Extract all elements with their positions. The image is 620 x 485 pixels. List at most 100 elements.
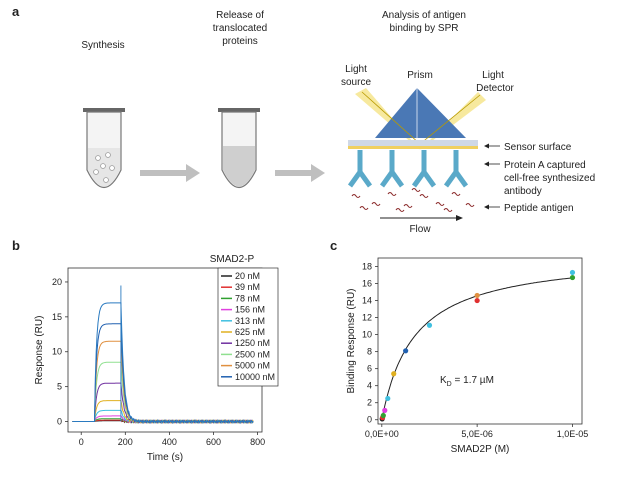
legend-entry: 625 nM	[235, 327, 265, 337]
legend-entry: 313 nM	[235, 316, 265, 326]
data-point	[474, 292, 480, 299]
y-tick-label: 18	[362, 262, 372, 272]
analysis-label-1: Analysis of antigen	[382, 10, 466, 21]
y-tick-label: 10	[362, 330, 372, 340]
peptide-icon	[451, 191, 461, 197]
data-point	[382, 407, 388, 413]
panel-a-letter: a	[12, 4, 20, 19]
binding-curve-chart: 0,0E+00 5,0E-06 1,0E-05 0 2 4 6 8 10 12 14 16 18 SMAD…	[346, 257, 589, 455]
peptide-icon	[359, 205, 369, 211]
y-tick-label: 8	[367, 347, 372, 357]
legend-entry: 78 nM	[235, 293, 260, 303]
data-point	[380, 412, 386, 419]
antibody-icon	[347, 150, 373, 188]
peptide-icon	[403, 203, 413, 209]
x-tick-label: 800	[250, 437, 265, 447]
legend-entry: 2500 nM	[235, 349, 270, 359]
y-tick-label: 0	[57, 417, 62, 427]
data-point	[474, 297, 480, 304]
x-tick-label: 600	[206, 437, 221, 447]
data-point	[426, 322, 433, 328]
legend-entry: 1250 nM	[235, 338, 270, 348]
prism-label: Prism	[407, 70, 433, 81]
release-label-1: Release of	[216, 10, 264, 21]
y-tick-label: 4	[367, 381, 372, 391]
light-detector-label-2: Detector	[476, 83, 514, 94]
y-tick-label: 20	[52, 277, 62, 287]
antibody-icon	[443, 150, 469, 188]
x-tick-label: 200	[118, 437, 133, 447]
x-tick-label: 1,0E-05	[557, 429, 589, 439]
light-source-label-1: Light	[345, 64, 367, 75]
plot-frame	[377, 257, 583, 425]
process-arrow-icon	[140, 164, 200, 182]
x-axis-title: Time (s)	[147, 452, 183, 463]
data-point	[403, 348, 409, 354]
peptide-icon	[371, 201, 381, 207]
light-detector-label-1: Light	[482, 70, 504, 81]
y-tick-label: 2	[367, 398, 372, 408]
y-tick-label: 15	[52, 312, 62, 322]
release-tube-icon	[218, 108, 260, 189]
analysis-label-2: binding by SPR	[390, 23, 459, 34]
peptide-icon	[387, 191, 397, 197]
legend-entry: 20 nM	[235, 271, 260, 281]
sensor-surface-label: Sensor surface	[504, 142, 572, 153]
sensor-surface-icon	[348, 140, 478, 146]
legend-entry: 5000 nM	[235, 361, 270, 371]
peptide-icon	[411, 187, 421, 193]
x-tick-label: 0,0E+00	[365, 429, 399, 439]
kd-annotation: KD = 1.7 µM	[440, 375, 494, 388]
x-axis-title: SMAD2P (M)	[451, 444, 510, 455]
chart-title: SMAD2-P	[210, 254, 255, 265]
y-tick-label: 6	[367, 364, 372, 374]
y-tick-label: 5	[57, 382, 62, 392]
sensorgram-chart: 0 200 400 600 800 0 5 10 15 20 Time (s) Response (R…	[34, 254, 279, 463]
protein-a-label-1: Protein A captured	[504, 160, 586, 171]
antibody-row	[347, 150, 469, 188]
legend-entry: 39 nM	[235, 282, 260, 292]
antibody-icon	[379, 150, 405, 188]
legend-entry: 156 nM	[235, 305, 265, 315]
release-label-3: proteins	[222, 36, 258, 47]
peptide-icon	[351, 193, 361, 199]
peptide-icon	[443, 207, 453, 213]
x-tick-label: 5,0E-06	[461, 429, 493, 439]
peptide-icon	[395, 207, 405, 213]
panel-c-letter: c	[330, 238, 337, 253]
light-source-label-2: source	[341, 77, 371, 88]
protein-a-label-2: cell-free synthesized	[504, 173, 595, 184]
prism-icon	[375, 88, 466, 138]
legend-entry: 10000 nM	[235, 372, 275, 382]
data-point	[391, 371, 397, 377]
antibody-icon	[411, 150, 437, 188]
synthesis-tube-icon	[83, 108, 125, 189]
data-point	[569, 269, 576, 276]
x-tick-label: 0	[79, 437, 84, 447]
y-tick-label: 0	[367, 415, 372, 425]
y-tick-label: 16	[362, 279, 372, 289]
y-tick-label: 10	[52, 347, 62, 357]
peptide-icon	[419, 193, 429, 199]
process-arrow-icon	[275, 164, 325, 182]
protein-a-label-3: antibody	[504, 186, 542, 197]
flow-label: Flow	[409, 224, 431, 235]
peptide-icon	[465, 202, 475, 208]
panel-b-letter: b	[12, 238, 20, 253]
data-point	[569, 274, 576, 281]
synthesis-label: Synthesis	[81, 40, 124, 51]
peptide-antigens	[351, 187, 475, 213]
y-axis-title: Binding Response (RU)	[346, 288, 357, 393]
callout-arrows	[484, 143, 500, 210]
extra-series-line	[72, 302, 254, 424]
y-tick-label: 12	[362, 313, 372, 323]
data-point	[385, 395, 391, 402]
x-tick-label: 400	[162, 437, 177, 447]
release-label-2: translocated	[213, 23, 267, 34]
peptide-antigen-label: Peptide antigen	[504, 203, 574, 214]
y-tick-label: 14	[362, 296, 372, 306]
peptide-icon	[435, 201, 445, 207]
y-axis-title: Response (RU)	[34, 316, 45, 385]
